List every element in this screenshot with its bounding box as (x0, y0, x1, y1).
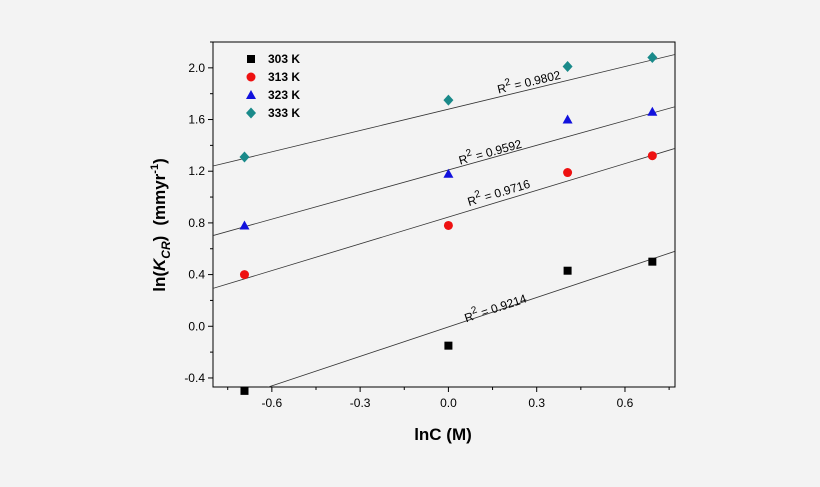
r2-symbol: R (457, 152, 469, 168)
data-point (443, 168, 454, 178)
data-point (444, 341, 453, 350)
x-axis-title: lnC (M) (414, 425, 472, 444)
axis-ticks: -0.6 -0.3 0.0 0.3 0.6 -0.4 0.0 0.4 0.8 1.2 1.6 2.0 (184, 41, 670, 410)
y-title-symbol: K (150, 257, 169, 271)
y-axis-title: ln(KCR) (mmyr-1) (149, 158, 173, 292)
r2-symbol: R (496, 81, 508, 97)
x-tick-label: 0.3 (528, 396, 545, 410)
data-point (239, 270, 249, 280)
legend-label: 323 K (268, 88, 300, 102)
legend-label: 303 K (268, 52, 300, 66)
legend-marker (246, 107, 256, 119)
data-point (239, 151, 250, 163)
data-point (563, 266, 572, 275)
data-point (562, 61, 573, 73)
y-tick-label: 0.0 (188, 319, 205, 333)
y-title-subscript: CR (159, 241, 173, 259)
data-point (443, 220, 453, 230)
data-point (563, 168, 573, 178)
x-tick-label: 0.0 (440, 396, 457, 410)
y-tick-label: 0.4 (188, 268, 205, 282)
y-title-suffix: ) (150, 236, 169, 242)
data-point (239, 220, 250, 230)
legend: 303 K 313 K 323 K 333 K (246, 52, 300, 120)
data-point (562, 114, 573, 124)
r2-superscript: 2 (504, 77, 512, 89)
legend-marker (247, 55, 255, 63)
legend-label: 333 K (268, 106, 300, 120)
x-tick-label: -0.6 (262, 396, 283, 410)
data-point (647, 52, 658, 64)
r2-superscript: 2 (473, 188, 482, 200)
x-tick-label: -0.3 (350, 396, 371, 410)
y-title-units: (mmyr (150, 173, 169, 225)
legend-label: 313 K (268, 70, 300, 84)
data-point (647, 151, 657, 161)
y-title-units-sup: -1 (149, 164, 161, 174)
y-tick-label: -0.4 (184, 371, 205, 385)
fit-lines (213, 54, 675, 387)
y-title-prefix: ln( (150, 271, 169, 292)
data-point (240, 386, 249, 395)
y-tick-label: 1.2 (188, 164, 205, 178)
y-tick-label: 1.6 (188, 113, 205, 127)
legend-marker (246, 90, 256, 99)
data-point (648, 257, 657, 266)
r2-superscript: 2 (465, 147, 474, 159)
data-point (647, 106, 658, 116)
y-title-units-end: ) (150, 158, 169, 164)
r2-superscript: 2 (470, 304, 479, 316)
y-tick-label: 0.8 (188, 216, 205, 230)
fit-line (267, 250, 675, 387)
fit-line (213, 106, 675, 236)
data-points (239, 52, 658, 395)
fit-line (213, 54, 675, 167)
legend-marker (246, 72, 256, 82)
x-tick-label: 0.6 (617, 396, 634, 410)
y-tick-label: 2.0 (188, 61, 205, 75)
data-point (443, 94, 454, 106)
fit-line (213, 148, 675, 289)
